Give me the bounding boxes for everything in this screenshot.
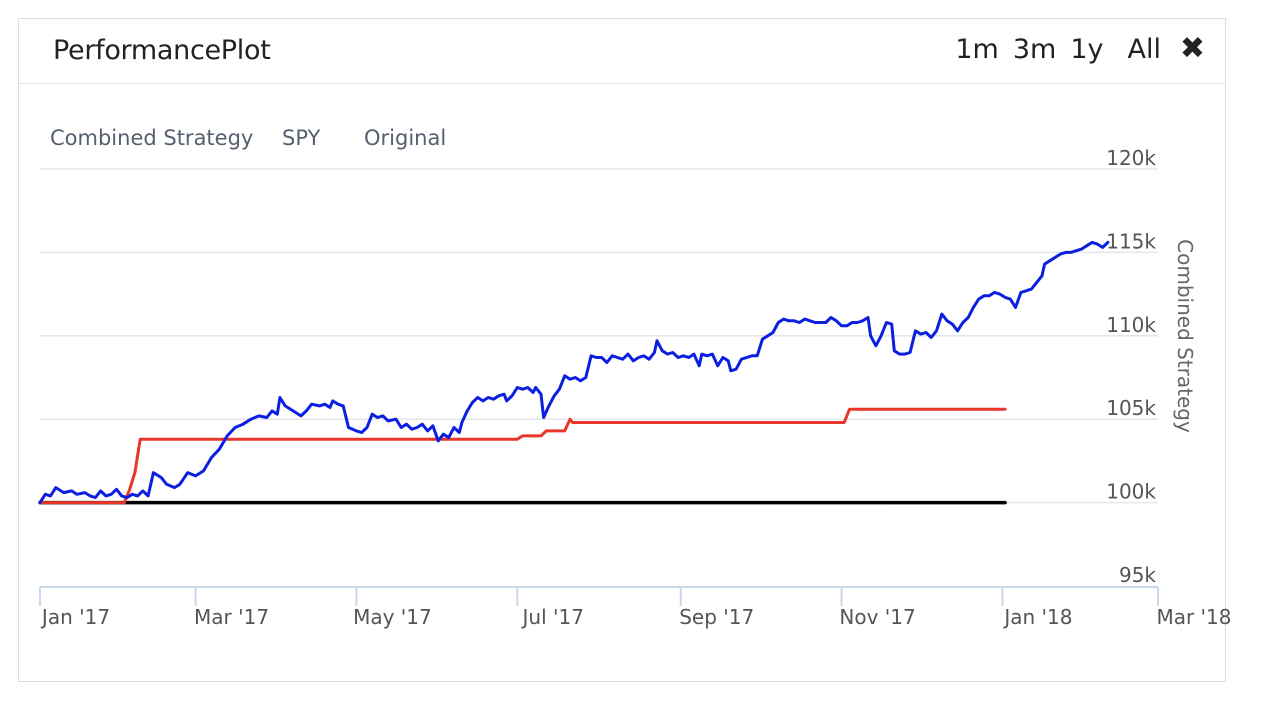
range-button-all[interactable]: All — [1127, 34, 1161, 65]
y-tick-label: 95k — [1119, 563, 1156, 587]
x-tick-label: May '17 — [353, 605, 432, 629]
panel-title: PerformancePlot — [53, 35, 271, 66]
y-tick-label: 110k — [1106, 313, 1156, 337]
legend-item-spy[interactable]: SPY — [282, 126, 321, 150]
close-icon[interactable]: ✖ — [1179, 31, 1205, 66]
range-button-1y[interactable]: 1y — [1070, 34, 1104, 65]
range-selector: 1m 3m 1y All — [955, 34, 1161, 65]
performance-plot-panel: PerformancePlot 1m 3m 1y All ✖ — [18, 18, 1226, 682]
range-button-1m[interactable]: 1m — [955, 34, 999, 65]
y-tick-label: 115k — [1106, 229, 1156, 253]
x-tick-label: Sep '17 — [679, 605, 754, 629]
x-tick-label: Nov '17 — [839, 605, 915, 629]
y-tick-label: 120k — [1106, 146, 1156, 170]
panel-header: PerformancePlot 1m 3m 1y All ✖ — [19, 19, 1225, 84]
series-line-combined-strategy — [38, 240, 1110, 505]
legend-item-combined-strategy[interactable]: Combined Strategy — [50, 126, 253, 150]
x-tick-label: Jan '18 — [1002, 605, 1072, 629]
y-tick-label: 100k — [1106, 480, 1156, 504]
series-line-spy — [38, 407, 1007, 505]
x-tick-label: Mar '18 — [1156, 605, 1231, 629]
legend-item-original[interactable]: Original — [364, 126, 446, 150]
y-axis-title: Combined Strategy — [1173, 239, 1197, 433]
x-tick-label: Jan '17 — [40, 605, 110, 629]
range-button-3m[interactable]: 3m — [1012, 34, 1057, 65]
x-tick-label: Jul '17 — [521, 605, 584, 629]
y-tick-label: 105k — [1106, 396, 1156, 420]
x-tick-label: Mar '17 — [194, 605, 269, 629]
